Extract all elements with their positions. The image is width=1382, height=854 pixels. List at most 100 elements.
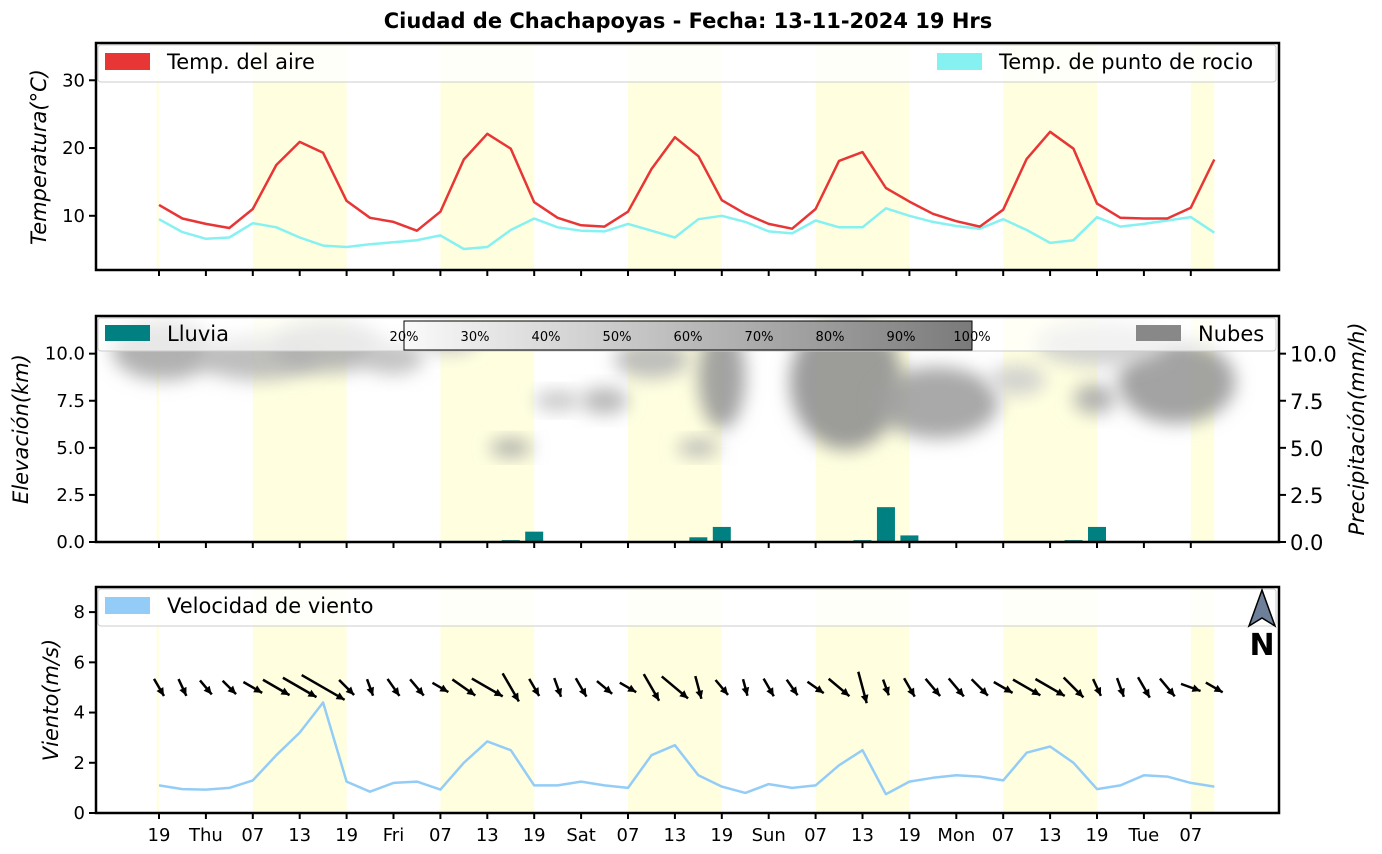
wind-arrow bbox=[1136, 676, 1151, 699]
cloud-patch bbox=[1118, 340, 1236, 424]
wind-arrow-head bbox=[391, 687, 400, 696]
wind-arrow bbox=[993, 680, 1014, 694]
temperature-y-ticks: 10 20 30 bbox=[62, 70, 96, 227]
wind-y-ticks: 0 2 4 6 8 bbox=[74, 602, 96, 824]
wind-arrow-head bbox=[695, 689, 704, 699]
y-tick-label: 5.0 bbox=[1290, 437, 1323, 461]
wind-arrow-head bbox=[203, 685, 212, 695]
wind-arrow-head bbox=[345, 686, 355, 695]
rain-bar bbox=[1088, 526, 1106, 542]
wind-arrow bbox=[386, 678, 401, 697]
wind-arrow bbox=[199, 679, 213, 696]
wind-arrow bbox=[338, 679, 355, 696]
wind-arrow bbox=[1062, 676, 1085, 699]
x-tick-label: 07 bbox=[429, 825, 452, 846]
clouds-swatch bbox=[1136, 325, 1181, 341]
wind-arrow-head bbox=[156, 687, 164, 697]
wind-arrow bbox=[242, 680, 263, 694]
wind-direction-arrows bbox=[152, 671, 1224, 704]
cloud-colorbar bbox=[403, 320, 973, 351]
temperature-y-label: Temperatura(°C) bbox=[27, 69, 51, 245]
wind-arrow bbox=[785, 678, 799, 696]
dew-point-line bbox=[158, 207, 1215, 251]
cloud-patch bbox=[989, 364, 1046, 396]
wind-arrow-head bbox=[439, 684, 449, 693]
wind-arrow-shaft bbox=[301, 673, 346, 701]
colorbar-ticks: 20% 30% 40% 50% 60% 70% 80% 90% 100% bbox=[390, 330, 991, 345]
dew-point-swatch bbox=[937, 53, 982, 70]
y-tick-label: 7.5 bbox=[1290, 390, 1323, 414]
rain-legend-label: Lluvia bbox=[167, 322, 229, 346]
y-tick-label: 8 bbox=[74, 602, 85, 623]
wind-arrow-head bbox=[1213, 684, 1223, 693]
x-tick-label: 19 bbox=[1086, 825, 1109, 846]
y-tick-label: 2 bbox=[74, 753, 85, 774]
x-tick-label: 19 bbox=[898, 825, 921, 846]
wind-arrow-head bbox=[789, 686, 798, 696]
air-temp-line bbox=[158, 130, 1216, 232]
compass-label: N bbox=[1249, 628, 1274, 663]
cloud-patch bbox=[677, 439, 720, 457]
wind-arrow-head bbox=[466, 687, 476, 696]
colorbar-tick-label: 90% bbox=[887, 330, 916, 345]
north-arrow-icon: N bbox=[1247, 587, 1277, 663]
x-tick-label: 19 bbox=[710, 825, 733, 846]
wind-arrow bbox=[642, 673, 661, 702]
cloud-patch bbox=[1073, 383, 1116, 414]
wind-arrow-head bbox=[511, 692, 519, 702]
wind-speed-legend-label: Velocidad de viento bbox=[167, 594, 373, 618]
wind-arrow-head bbox=[493, 688, 503, 697]
wind-arrow-head bbox=[1191, 684, 1201, 692]
wind-arrow bbox=[1115, 677, 1126, 698]
wind-arrow-head bbox=[227, 685, 237, 695]
temperature-lines bbox=[158, 130, 1216, 251]
x-tick-label: 13 bbox=[1039, 825, 1062, 846]
wind-arrow-head bbox=[366, 686, 374, 696]
wind-arrow bbox=[596, 680, 613, 695]
x-tick-label: Sun bbox=[752, 825, 786, 846]
daylight-band bbox=[440, 316, 535, 542]
x-tick-label: Sat bbox=[566, 825, 596, 846]
wind-arrow-head bbox=[415, 686, 424, 696]
wind-arrow bbox=[924, 677, 942, 697]
wind-arrow-head bbox=[719, 686, 729, 695]
wind-arrow-head bbox=[955, 687, 964, 697]
precipitation-panel: 0.0 2.5 5.0 7.5 10.0 0.0 2.5 5.0 7.5 10.0 Elevac… bbox=[9, 314, 1369, 555]
x-tick-label: Fri bbox=[383, 825, 404, 846]
wind-arrow-head bbox=[1166, 687, 1175, 697]
wind-arrow bbox=[282, 676, 318, 699]
wind-arrow bbox=[501, 672, 520, 703]
precipitation-y-label: Precipitación(mm/h) bbox=[1345, 322, 1369, 535]
wind-arrow bbox=[365, 678, 375, 697]
wind-arrow-head bbox=[840, 687, 850, 697]
wind-arrow-head bbox=[766, 687, 774, 697]
wind-arrow bbox=[1012, 678, 1041, 697]
y-tick-label: 7.5 bbox=[56, 391, 85, 412]
wind-arrow bbox=[152, 678, 166, 697]
colorbar-tick-label: 100% bbox=[953, 330, 990, 345]
wind-arrow-head bbox=[307, 689, 317, 698]
daylight-band bbox=[1190, 43, 1215, 270]
wind-arrow bbox=[262, 678, 291, 697]
wind-arrow bbox=[762, 678, 775, 697]
wind-arrow bbox=[471, 677, 504, 698]
x-tick-label: 07 bbox=[992, 825, 1015, 846]
colorbar-tick-label: 70% bbox=[745, 330, 774, 345]
wind-arrow bbox=[574, 677, 588, 698]
dew-point-legend-label: Temp. de punto de rocio bbox=[998, 50, 1253, 74]
x-tick-label: Tue bbox=[1128, 825, 1160, 846]
wind-arrow-head bbox=[253, 685, 263, 693]
wind-y-label: Viento(m/s) bbox=[39, 639, 63, 761]
x-tick-label: Thu bbox=[188, 825, 223, 846]
wind-arrow-head bbox=[741, 686, 750, 696]
wind-arrow-head bbox=[1093, 686, 1102, 696]
wind-arrow bbox=[221, 679, 237, 696]
wind-arrow-head bbox=[179, 686, 187, 696]
cloud-patch bbox=[489, 439, 532, 457]
temperature-legend: Temp. del aire Temp. de punto de rocio bbox=[97, 44, 1277, 83]
elevation-y-label: Elevación(km) bbox=[9, 354, 33, 504]
x-tick-label: 07 bbox=[241, 825, 264, 846]
colorbar-tick-label: 60% bbox=[674, 330, 703, 345]
wind-arrow bbox=[619, 681, 637, 694]
